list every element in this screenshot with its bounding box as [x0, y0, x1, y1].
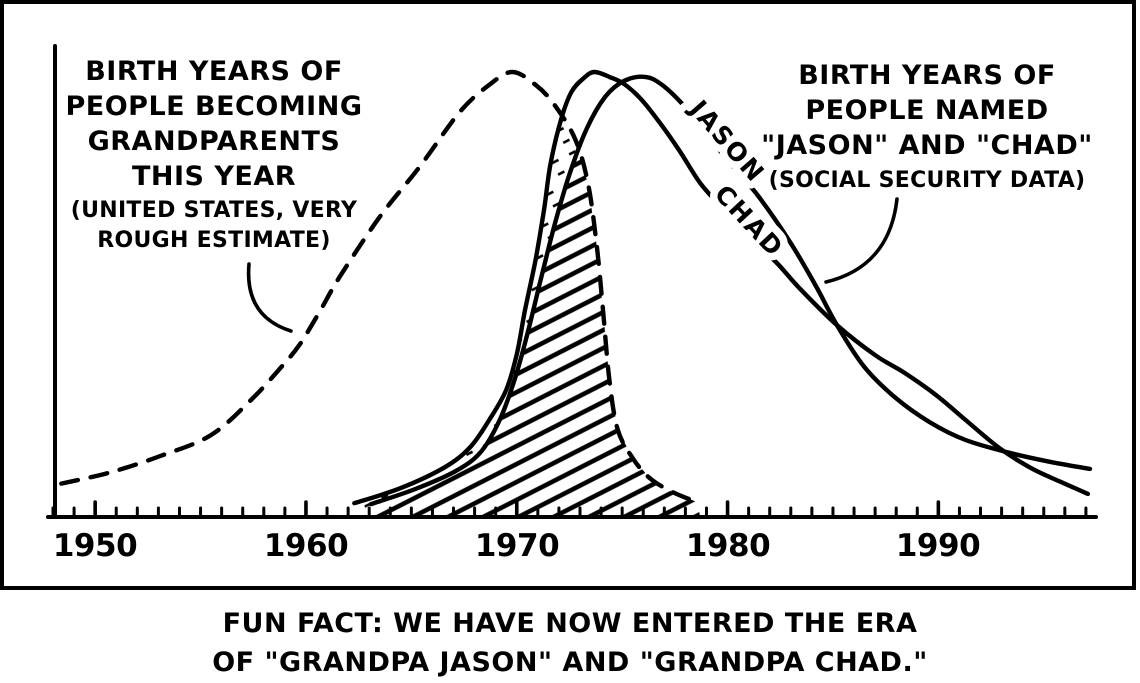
panel-border — [0, 0, 1136, 590]
grandparents-annotation: BIRTH YEARS OF PEOPLE BECOMING GRANDPARE… — [66, 56, 363, 253]
tick-label-1990: 1990 — [896, 528, 980, 564]
annotation-subline: ROUGH ESTIMATE) — [97, 228, 331, 253]
tick-label-1980: 1980 — [686, 528, 770, 564]
left-annotation-connector — [246, 262, 293, 333]
annotation-line: "JASON" AND "CHAD" — [761, 130, 1093, 161]
annotation-subline: (UNITED STATES, VERY — [71, 198, 358, 223]
right-annotation-connector — [824, 197, 899, 284]
overlap-region-jason-dotted-hatch — [355, 117, 577, 518]
names-annotation: BIRTH YEARS OF PEOPLE NAMED "JASON" AND … — [761, 60, 1093, 193]
annotation-line: GRANDPARENTS — [88, 126, 341, 157]
grandparents-curve — [59, 69, 703, 506]
jason-curve — [368, 74, 1093, 507]
tick-label-1950: 1950 — [53, 528, 137, 564]
annotation-subline: (SOCIAL SECURITY DATA) — [769, 168, 1086, 193]
x-axis-tick-labels: 1950 1960 1970 1980 1990 — [53, 528, 981, 564]
annotation-line: PEOPLE BECOMING — [66, 91, 363, 122]
chad-curve — [352, 69, 1091, 506]
annotation-line: THIS YEAR — [132, 161, 296, 192]
caption-line: OF "GRANDPA JASON" AND "GRANDPA CHAD." — [212, 647, 928, 678]
tick-label-1960: 1960 — [264, 528, 348, 564]
caption-line: FUN FACT: WE HAVE NOW ENTERED THE ERA — [222, 608, 918, 639]
overlap-region-chad-solid-hatch — [371, 151, 700, 517]
chart-canvas: BIRTH YEARS OF PEOPLE BECOMING GRANDPARE… — [0, 0, 1136, 590]
axes — [46, 44, 1098, 519]
tick-label-1970: 1970 — [475, 528, 559, 564]
annotation-line: PEOPLE NAMED — [805, 95, 1048, 126]
caption: FUN FACT: WE HAVE NOW ENTERED THE ERA OF… — [0, 604, 1140, 682]
annotation-line: BIRTH YEARS OF — [85, 56, 343, 87]
annotation-line: BIRTH YEARS OF — [798, 60, 1056, 91]
